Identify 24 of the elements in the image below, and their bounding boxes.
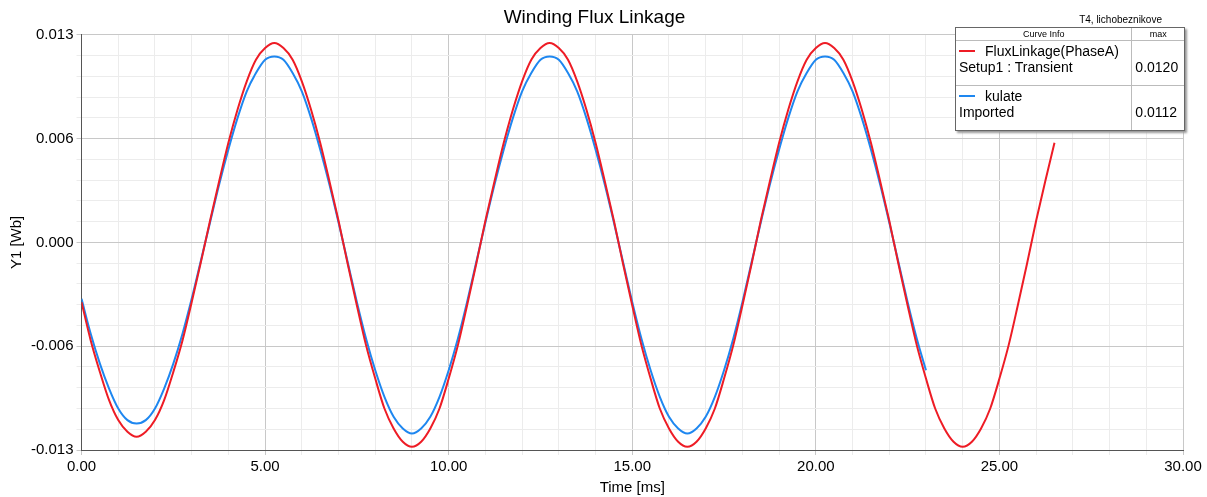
x-tick-label: 25.00	[980, 457, 1019, 475]
chart-title: Winding Flux Linkage	[503, 5, 686, 27]
x-tick-label: 20.00	[797, 457, 835, 475]
annotation: Imported	[959, 104, 1016, 120]
annotation: Setup1 : Transient	[959, 59, 1074, 75]
x-tick-label: 15.00	[613, 457, 652, 475]
y-tick-label: 0.000	[35, 232, 74, 250]
legend-label: kulate	[985, 88, 1023, 104]
y-axis-title: Y1 [Wb]	[7, 215, 25, 270]
x-tick-label: 5.00	[250, 457, 280, 475]
x-axis-title: Time [ms]	[599, 478, 665, 496]
text: T4, lichobeznikove	[1079, 14, 1162, 25]
annotation: 0.0112	[1131, 85, 1184, 130]
x-tick-label: 0.00	[66, 457, 97, 475]
legend-title: Curve Info	[1021, 28, 1066, 41]
annotation: max	[1131, 28, 1184, 41]
y-tick-label: 0.006	[35, 128, 74, 146]
y-tick-label: -0.006	[30, 336, 74, 354]
x-tick-label: 30.00	[1164, 457, 1202, 475]
y-tick-label: 0.013	[35, 24, 74, 42]
annotation: 0.0120	[1131, 40, 1184, 86]
x-tick-label: 10.00	[429, 457, 468, 475]
legend-label: FluxLinkage(PhaseA)	[985, 43, 1119, 59]
y-tick-label: -0.013	[30, 440, 74, 458]
